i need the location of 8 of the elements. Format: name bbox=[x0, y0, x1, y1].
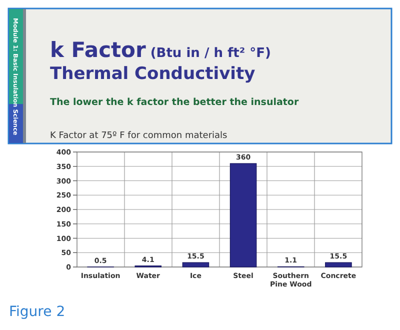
caption: Figure 2 bbox=[9, 304, 66, 320]
bar bbox=[230, 163, 257, 268]
bar bbox=[325, 262, 352, 268]
text: The lower the k factor the better the insulator bbox=[50, 97, 299, 108]
bar bbox=[182, 262, 210, 268]
text: K Factor at 75º F for common materials bbox=[50, 131, 228, 141]
chart-subtitle: Thermal Conductivity bbox=[50, 64, 256, 84]
chart-title: k Factor (Btu in / h ft² °F) bbox=[50, 38, 271, 62]
